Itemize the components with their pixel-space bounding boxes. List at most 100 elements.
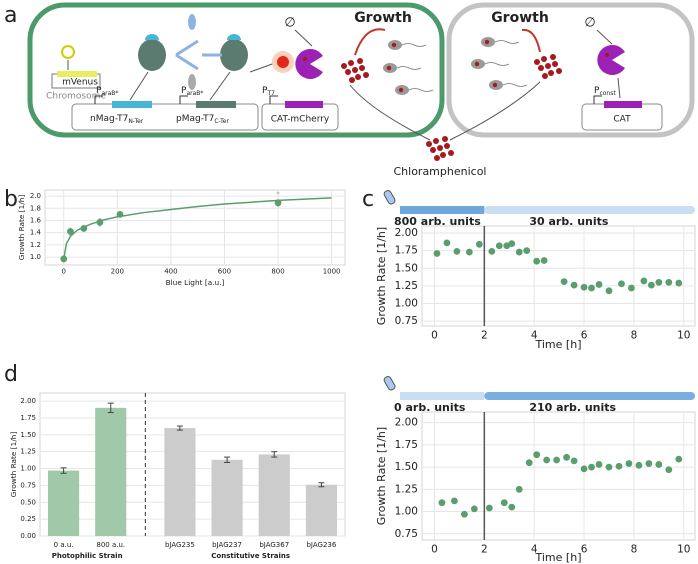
promoter-arrow: [269, 95, 278, 104]
y-tick-label: 2.00: [395, 417, 418, 429]
data-point: [515, 248, 523, 256]
promoter-sub: T7: [266, 90, 275, 97]
light-phase-label: 0 arb. units: [394, 401, 466, 414]
x-tick-label: 0: [62, 267, 66, 275]
y-tick-label: 1.50: [395, 262, 418, 274]
light-phase-label: 210 arb. units: [529, 401, 616, 414]
y-tick-label: 0.75: [395, 528, 418, 540]
mcherry: [277, 56, 289, 68]
gene-block: [604, 101, 642, 108]
data-point: [508, 503, 516, 511]
data-point: [605, 463, 613, 471]
plot-area: [44, 189, 346, 266]
data-point: [635, 461, 643, 469]
data-point: [500, 499, 508, 507]
x-tick-label: 2: [481, 329, 488, 341]
y-tick-label: 0.75: [20, 481, 36, 489]
promoter-main: P: [262, 86, 268, 96]
data-point: [595, 461, 603, 468]
x-axis-label: Time [h]: [534, 551, 581, 564]
bar: [305, 484, 337, 536]
promoter-label: ParaB*: [96, 86, 118, 97]
arrow: [249, 62, 276, 73]
data-point: [533, 257, 541, 265]
panel-label: a: [4, 3, 17, 28]
arrow: [294, 29, 313, 47]
protein: [138, 39, 166, 71]
x-tick-label: 10: [677, 329, 690, 341]
engineered-cell: [27, 2, 445, 138]
light-phase-label: 800 arb. units: [394, 215, 481, 228]
antibiotic-cluster: [534, 54, 562, 79]
y-tick-label: 1.75: [395, 245, 418, 257]
arrow: [129, 71, 149, 101]
panel-label: b: [4, 187, 18, 212]
x-tick-label: bJAG367: [259, 541, 289, 549]
y-tick-label: 2.00: [395, 227, 418, 239]
light-icon: [188, 74, 196, 90]
data-point: [470, 505, 478, 513]
data-point: [618, 280, 625, 288]
data-point: [438, 499, 446, 507]
promoter-label: PT7: [262, 86, 275, 97]
promoter-sub: araB*: [101, 90, 118, 97]
empty-set: ∅: [584, 16, 595, 31]
data-point: [525, 459, 533, 467]
photoreceptor: [227, 34, 241, 40]
bar: [211, 459, 243, 536]
gene-block: [196, 101, 236, 108]
y-tick-label: 1.00: [395, 506, 418, 518]
data-point: [515, 485, 523, 493]
gene-block: [112, 101, 152, 108]
promoter-label: Pconst: [594, 86, 616, 97]
inhibition-arrow: [354, 28, 386, 56]
data-point: [540, 257, 548, 264]
data-point: [655, 461, 663, 468]
data-point: [495, 242, 503, 250]
x-tick-label: 400: [164, 267, 177, 275]
data-point: [460, 510, 468, 518]
growth-label: Growth: [491, 10, 549, 26]
gene-label: nMag-T7N-Ter: [90, 114, 144, 125]
data-point: [560, 278, 568, 286]
panel-label: c: [362, 187, 374, 212]
data-point: [563, 453, 571, 461]
arrow: [617, 77, 621, 99]
data-point: [665, 278, 673, 286]
data-point: [543, 456, 551, 464]
y-tick-label: 1.25: [395, 483, 418, 495]
y-tick-label: 1.50: [20, 431, 36, 439]
data-point: [675, 279, 683, 287]
growth-label: Growth: [354, 10, 412, 26]
antibiotic-label: Chloramphenicol: [393, 165, 486, 178]
y-tick-label: 1.25: [20, 448, 36, 456]
cat-enzyme: [597, 45, 625, 75]
x-tick-label: bJAG235: [165, 541, 195, 549]
promoter-arrow: [593, 95, 602, 104]
light-phase-bar: [400, 392, 485, 400]
plasmid-box: [71, 103, 259, 131]
data-point: [595, 281, 603, 288]
x-tick-label: 2: [481, 543, 488, 555]
gene-sub: C-Ter: [214, 118, 229, 125]
data-point: [588, 284, 595, 292]
x-tick-label: 4: [531, 543, 538, 555]
arrow: [209, 71, 231, 101]
reporter-protein: [61, 45, 75, 59]
data-point: [615, 462, 623, 470]
data-point: [628, 284, 635, 292]
bacterium: [480, 36, 520, 48]
gene-block: [285, 101, 323, 108]
chromosome-label: Chromosome: [46, 92, 106, 102]
data-point: [553, 456, 561, 464]
group-label: Photophilic Strain: [52, 552, 123, 560]
light-phase-bar: [484, 392, 695, 400]
x-tick-label: bJAG237: [212, 541, 242, 549]
light-phase-bar: [484, 206, 695, 214]
gene-sub: N-Ter: [128, 118, 143, 125]
bar: [48, 470, 80, 536]
promoter-main: P: [181, 86, 187, 96]
x-tick-label: 800 a.u.: [96, 541, 125, 549]
x-tick-label: bJAG236: [306, 541, 336, 549]
x-tick-label: 10: [677, 543, 690, 555]
